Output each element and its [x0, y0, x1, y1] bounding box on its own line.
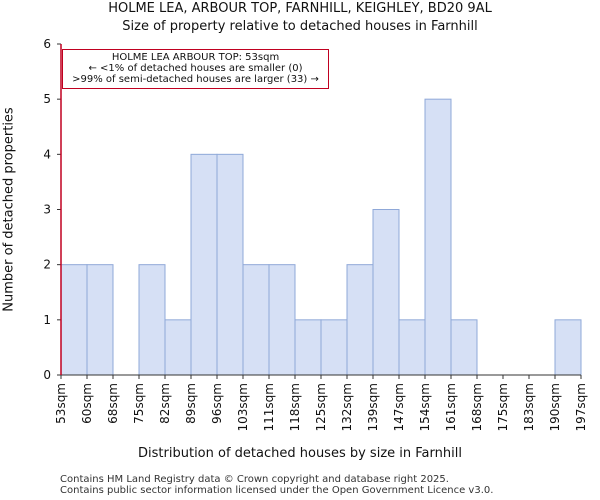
y-tick-label: 0	[43, 368, 51, 382]
x-tick-label: 197sqm	[574, 383, 588, 431]
bar	[86, 264, 114, 376]
bar	[372, 209, 400, 376]
bar	[294, 319, 322, 376]
x-tick-label: 111sqm	[262, 383, 276, 431]
bar	[424, 98, 452, 376]
x-tick-label: 53sqm	[54, 383, 68, 424]
bar	[398, 319, 426, 376]
x-tick-label: 68sqm	[106, 383, 120, 424]
x-tick-label: 190sqm	[548, 383, 562, 431]
x-tick-label: 96sqm	[210, 383, 224, 424]
y-tick-label: 5	[43, 92, 51, 106]
x-tick-label: 75sqm	[132, 383, 146, 424]
annotation-line-1: HOLME LEA ARBOUR TOP: 53sqm	[111, 52, 280, 63]
x-tick-label: 118sqm	[288, 383, 302, 431]
y-tick-label: 2	[43, 258, 51, 272]
x-tick-label: 139sqm	[366, 383, 380, 431]
footer-line-1: Contains HM Land Registry data © Crown c…	[60, 474, 449, 485]
x-tick-label: 154sqm	[418, 383, 432, 431]
y-tick-label: 1	[43, 313, 51, 327]
x-axis-label: Distribution of detached houses by size …	[138, 446, 462, 461]
chart-subtitle: Size of property relative to detached ho…	[122, 19, 478, 34]
chart-title: HOLME LEA, ARBOUR TOP, FARNHILL, KEIGHLE…	[108, 1, 492, 16]
y-tick-label: 6	[43, 37, 51, 51]
x-tick-label: 132sqm	[340, 383, 354, 431]
x-tick-label: 82sqm	[158, 383, 172, 424]
y-tick-label: 4	[43, 147, 51, 161]
bar	[242, 264, 270, 376]
y-tick-label: 3	[43, 203, 51, 217]
bar	[554, 319, 582, 376]
bar	[450, 319, 478, 376]
bar	[60, 264, 88, 376]
x-tick-label: 125sqm	[314, 383, 328, 431]
x-tick-label: 168sqm	[470, 383, 484, 431]
x-tick-label: 183sqm	[522, 383, 536, 431]
x-tick-label: 60sqm	[80, 383, 94, 424]
x-tick-label: 147sqm	[392, 383, 406, 431]
annotation-line-3: >99% of semi-detached houses are larger …	[72, 74, 319, 85]
bar	[216, 153, 244, 376]
bar	[164, 319, 192, 376]
bar	[346, 264, 374, 376]
footer-line-2: Contains public sector information licen…	[60, 485, 494, 496]
x-tick-label: 103sqm	[236, 383, 250, 431]
bar	[268, 264, 296, 376]
bar	[320, 319, 348, 376]
x-tick-label: 89sqm	[184, 383, 198, 424]
y-axis-label: Number of detached properties	[1, 107, 17, 312]
x-tick-label: 161sqm	[444, 383, 458, 431]
bar	[138, 264, 166, 376]
annotation-line-2: ← <1% of detached houses are smaller (0)	[88, 63, 303, 74]
x-tick-label: 175sqm	[496, 383, 510, 431]
bar	[190, 153, 218, 376]
annotation-box: HOLME LEA ARBOUR TOP: 53sqm ← <1% of det…	[62, 49, 329, 89]
